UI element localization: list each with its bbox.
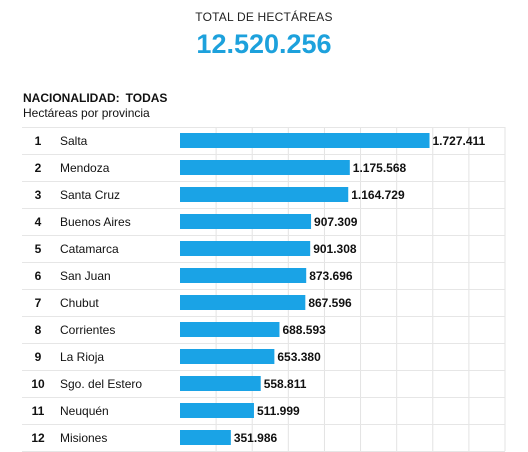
bar bbox=[180, 268, 307, 283]
province-label: Mendoza bbox=[60, 161, 110, 175]
nationality-filter-label: NACIONALIDAD: bbox=[23, 91, 120, 105]
value-label: 558.811 bbox=[264, 377, 307, 391]
nationality-filter-value: TODAS bbox=[125, 91, 168, 105]
value-label: 901.308 bbox=[313, 242, 357, 256]
bar bbox=[180, 133, 430, 148]
province-label: Santa Cruz bbox=[60, 188, 120, 202]
province-label: Catamarca bbox=[60, 242, 119, 256]
value-label: 351.986 bbox=[234, 431, 278, 445]
total-hectares-label: TOTAL DE HECTÁREAS bbox=[195, 10, 333, 24]
rank-label: 12 bbox=[31, 431, 45, 445]
rank-label: 8 bbox=[35, 323, 42, 337]
province-label: Buenos Aires bbox=[60, 215, 131, 229]
rank-label: 10 bbox=[31, 377, 45, 391]
value-label: 653.380 bbox=[277, 350, 321, 364]
value-label: 688.593 bbox=[282, 323, 326, 337]
bar bbox=[180, 430, 231, 445]
province-label: Corrientes bbox=[60, 323, 115, 337]
rank-label: 3 bbox=[35, 188, 42, 202]
value-label: 1.175.568 bbox=[353, 161, 407, 175]
province-label: Chubut bbox=[60, 296, 99, 310]
total-hectares-value: 12.520.256 bbox=[196, 29, 332, 59]
bar bbox=[180, 187, 349, 202]
bar bbox=[180, 295, 306, 310]
value-label: 907.309 bbox=[314, 215, 358, 229]
bar bbox=[180, 241, 311, 256]
province-label: Salta bbox=[60, 134, 88, 148]
nationality-filter: NACIONALIDAD: TODAS bbox=[23, 91, 167, 105]
rank-label: 2 bbox=[35, 161, 42, 175]
province-label: San Juan bbox=[60, 269, 111, 283]
value-label: 1.727.411 bbox=[433, 134, 486, 148]
rank-label: 6 bbox=[35, 269, 42, 283]
value-label: 511.999 bbox=[257, 404, 300, 418]
bar bbox=[180, 322, 280, 337]
bar bbox=[180, 160, 350, 175]
province-label: La Rioja bbox=[60, 350, 104, 364]
rank-label: 1 bbox=[35, 134, 42, 148]
value-label: 1.164.729 bbox=[351, 188, 405, 202]
province-label: Misiones bbox=[60, 431, 107, 445]
rank-label: 11 bbox=[32, 404, 45, 418]
bar bbox=[180, 376, 261, 391]
rank-label: 4 bbox=[35, 215, 42, 229]
bar bbox=[180, 403, 254, 418]
rank-label: 9 bbox=[35, 350, 42, 364]
bar bbox=[180, 349, 275, 364]
rank-label: 5 bbox=[35, 242, 42, 256]
bar bbox=[180, 214, 312, 229]
chart-subtitle: Hectáreas por provincia bbox=[23, 106, 150, 120]
value-label: 873.696 bbox=[309, 269, 353, 283]
province-label: Neuquén bbox=[60, 404, 109, 418]
value-label: 867.596 bbox=[308, 296, 352, 310]
province-label: Sgo. del Estero bbox=[60, 377, 142, 391]
rank-label: 7 bbox=[35, 296, 42, 310]
